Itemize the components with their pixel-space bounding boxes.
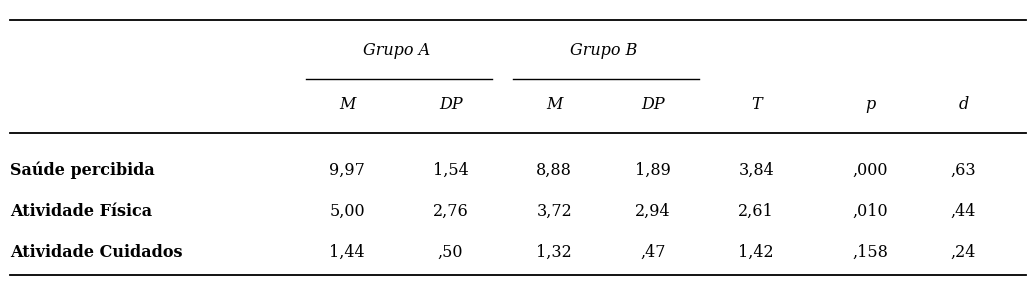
Text: Atividade Física: Atividade Física [10,203,152,220]
Text: 2,94: 2,94 [635,203,670,220]
Text: ,47: ,47 [640,244,665,261]
Text: 2,76: 2,76 [433,203,468,220]
Text: M: M [546,96,563,113]
Text: M: M [339,96,355,113]
Text: T: T [751,96,761,113]
Text: 1,44: 1,44 [329,244,365,261]
Text: Grupo A: Grupo A [364,42,430,59]
Text: ,44: ,44 [951,203,976,220]
Text: Grupo B: Grupo B [570,42,638,59]
Text: 1,89: 1,89 [635,162,670,179]
Text: DP: DP [439,96,462,113]
Text: DP: DP [641,96,664,113]
Text: ,63: ,63 [951,162,976,179]
Text: 5,00: 5,00 [329,203,365,220]
Text: 1,54: 1,54 [433,162,468,179]
Text: ,000: ,000 [853,162,888,179]
Text: d: d [958,96,969,113]
Text: Saúde percibida: Saúde percibida [10,162,155,179]
Text: 3,84: 3,84 [739,162,774,179]
Text: 3,72: 3,72 [537,203,572,220]
Text: Atividade Cuidados: Atividade Cuidados [10,244,183,261]
Text: ,50: ,50 [438,244,463,261]
Text: p: p [865,96,875,113]
Text: 1,32: 1,32 [537,244,572,261]
Text: 9,97: 9,97 [329,162,365,179]
Text: 1,42: 1,42 [739,244,774,261]
Text: ,24: ,24 [951,244,976,261]
Text: ,158: ,158 [853,244,888,261]
Text: ,010: ,010 [853,203,888,220]
Text: 8,88: 8,88 [537,162,572,179]
Text: 2,61: 2,61 [739,203,774,220]
